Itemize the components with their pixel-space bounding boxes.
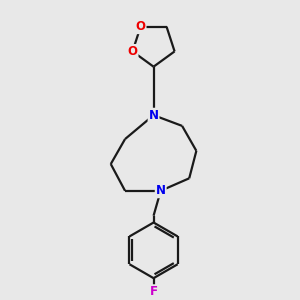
Text: N: N — [156, 184, 166, 197]
Text: N: N — [148, 109, 159, 122]
Text: O: O — [128, 45, 137, 58]
Text: O: O — [136, 20, 146, 33]
Text: F: F — [150, 285, 158, 298]
